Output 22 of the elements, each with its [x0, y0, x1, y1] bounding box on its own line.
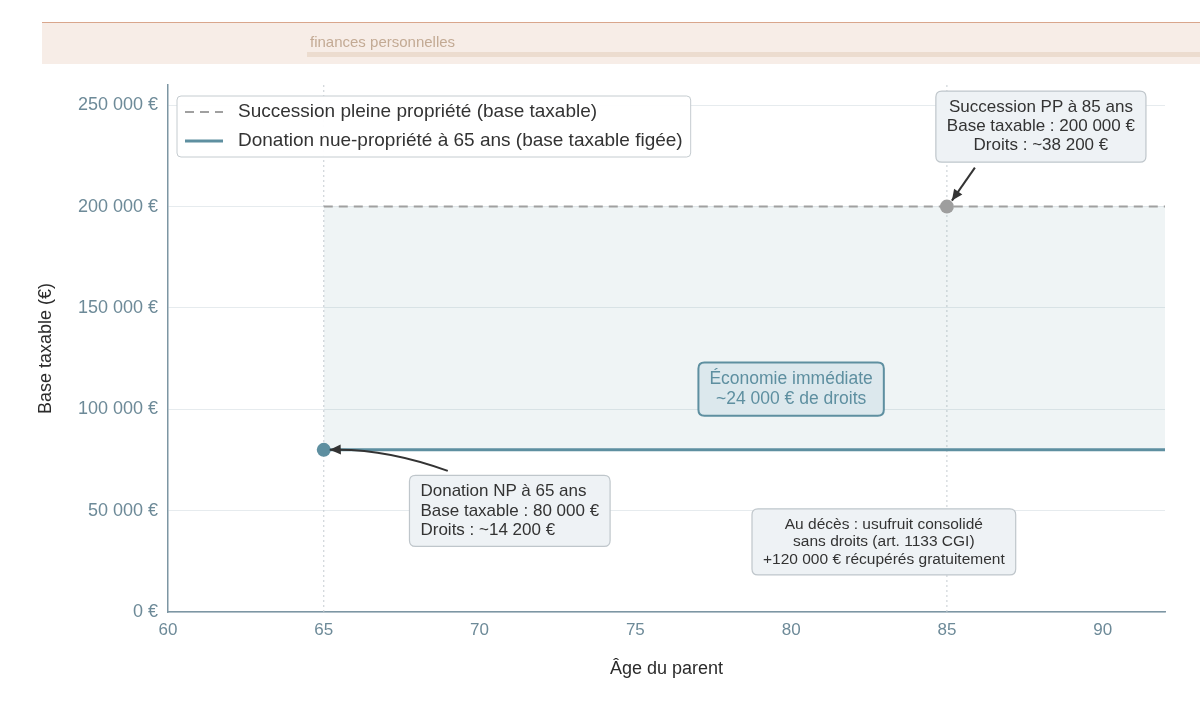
- x-axis-title: Âge du parent: [609, 658, 724, 679]
- x-tick-label: 60: [158, 619, 178, 639]
- x-tick-label: 85: [937, 619, 957, 639]
- y-tick-label: 150 000 €: [77, 296, 158, 317]
- annotation: Économie immédiate ~24 000 € de droits: [709, 368, 873, 408]
- legend-label: Succession pleine propriété (base taxable): [238, 100, 598, 122]
- legend-label: Donation nue-propriété à 65 ans (base taxable figée): [238, 129, 683, 151]
- x-tick-label: 70: [470, 619, 490, 639]
- annotation: Donation NP à 65 ans Base taxable : 80 000 € Droits : ~14 200 €: [420, 481, 600, 539]
- y-axis-title: Base taxable (€): [34, 282, 55, 415]
- y-tick-label: 100 000 €: [77, 398, 158, 419]
- chart-subtitle: finances personnelles: [310, 33, 456, 50]
- x-tick-label: 65: [314, 619, 334, 639]
- x-tick-label: 75: [625, 619, 645, 639]
- x-tick-label: 90: [1093, 619, 1113, 639]
- y-tick-label: 0 €: [132, 600, 158, 621]
- y-tick-label: 200 000 €: [77, 195, 158, 216]
- annotation: Succession PP à 85 ans Base taxable : 200 000 € Droits : ~38 200 €: [946, 97, 1136, 155]
- y-tick-label: 250 000 €: [77, 94, 158, 115]
- x-tick-label: 80: [781, 619, 801, 639]
- y-tick-label: 50 000 €: [87, 499, 158, 520]
- annotation: Au décès : usufruit consolidé sans droits (art. 1133 CGI) +120 000 € récupérés gratuitement: [762, 514, 1006, 567]
